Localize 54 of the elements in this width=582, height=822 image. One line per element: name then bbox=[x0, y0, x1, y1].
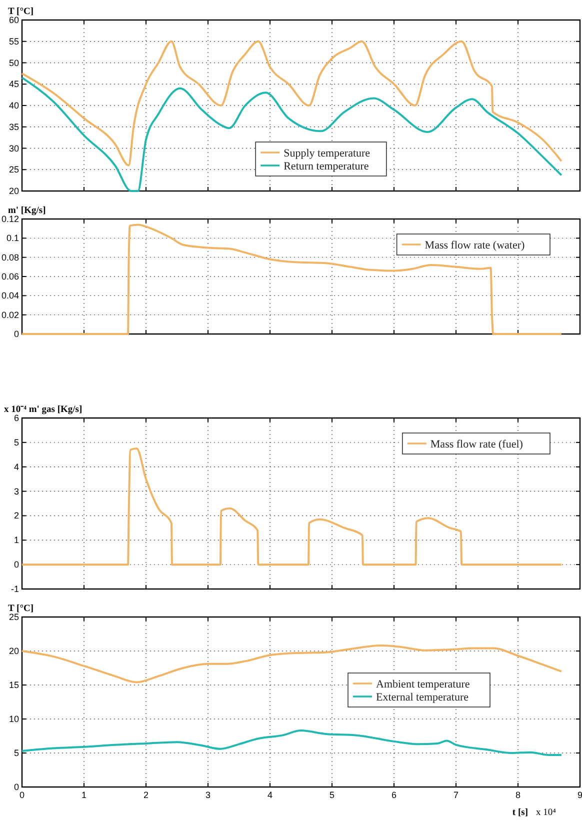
y-tick-label: 50 bbox=[8, 58, 19, 68]
line-series bbox=[21, 730, 562, 756]
y-tick-label: 20 bbox=[8, 646, 19, 656]
y-tick-label: 0.04 bbox=[1, 290, 19, 301]
y-tick-label: 0 bbox=[14, 782, 19, 792]
text: x 10⁴ bbox=[536, 808, 557, 818]
y-tick-label: 25 bbox=[8, 612, 19, 622]
legend-label: Return temperature bbox=[284, 160, 369, 172]
y-tick-label: 10 bbox=[8, 714, 19, 724]
y-tick-label: 5 bbox=[14, 748, 19, 758]
y-tick-label: 15 bbox=[8, 680, 19, 690]
x-tick-label: 9 bbox=[577, 790, 582, 800]
x-tick-label: 5 bbox=[329, 790, 335, 800]
y-tick-label: 6 bbox=[14, 413, 19, 423]
line-series bbox=[21, 76, 562, 192]
y-tick-label: 55 bbox=[8, 36, 19, 46]
y-tick-label: -1 bbox=[10, 584, 19, 594]
y-axis-title: m' [Kg/s] bbox=[8, 206, 46, 216]
x-tick-label: 2 bbox=[143, 790, 149, 800]
legend-label: Supply temperature bbox=[284, 148, 370, 160]
x-tick-label: 6 bbox=[391, 790, 397, 800]
x-axis-title: t [s] bbox=[512, 808, 528, 818]
y-tick-label: 35 bbox=[8, 122, 19, 132]
y-tick-label: 60 bbox=[8, 15, 19, 25]
y-tick-label: 0 bbox=[14, 560, 19, 570]
y-tick-label: 30 bbox=[8, 143, 19, 154]
y-tick-label: 0.02 bbox=[1, 310, 19, 320]
legend-label: Mass flow rate (fuel) bbox=[430, 438, 524, 450]
x-tick-label: 3 bbox=[205, 790, 211, 800]
x-tick-label: 7 bbox=[453, 790, 459, 800]
y-tick-label: 4 bbox=[14, 462, 19, 472]
legend-label: Mass flow rate (water) bbox=[424, 240, 526, 252]
legend-label: External temperature bbox=[376, 692, 469, 704]
y-tick-label: 0.1 bbox=[6, 233, 19, 244]
legend-label: Ambient temperature bbox=[376, 678, 470, 690]
y-tick-label: 25 bbox=[8, 164, 19, 175]
y-axis-title: x 10⁻⁴ m' gas [Kg/s] bbox=[4, 405, 82, 415]
y-tick-label: 1 bbox=[14, 535, 19, 546]
line-series bbox=[21, 224, 562, 335]
y-tick-label: 3 bbox=[14, 486, 19, 496]
y-axis-title: T [°C] bbox=[8, 604, 34, 614]
y-tick-label: 0.12 bbox=[1, 214, 19, 224]
y-tick-label: 0.08 bbox=[1, 252, 19, 262]
y-tick-label: 5 bbox=[14, 437, 19, 448]
x-tick-label: 8 bbox=[515, 790, 521, 800]
y-tick-label: 2 bbox=[14, 510, 19, 521]
y-tick-label: 20 bbox=[8, 186, 19, 196]
y-tick-label: 45 bbox=[8, 79, 19, 90]
y-axis-title: T [°C] bbox=[8, 7, 34, 17]
y-tick-label: 0.06 bbox=[1, 272, 19, 282]
y-tick-label: 0 bbox=[14, 329, 19, 339]
x-tick-label: 1 bbox=[81, 790, 87, 800]
x-tick-label: 4 bbox=[267, 790, 273, 800]
y-tick-label: 40 bbox=[8, 100, 19, 110]
